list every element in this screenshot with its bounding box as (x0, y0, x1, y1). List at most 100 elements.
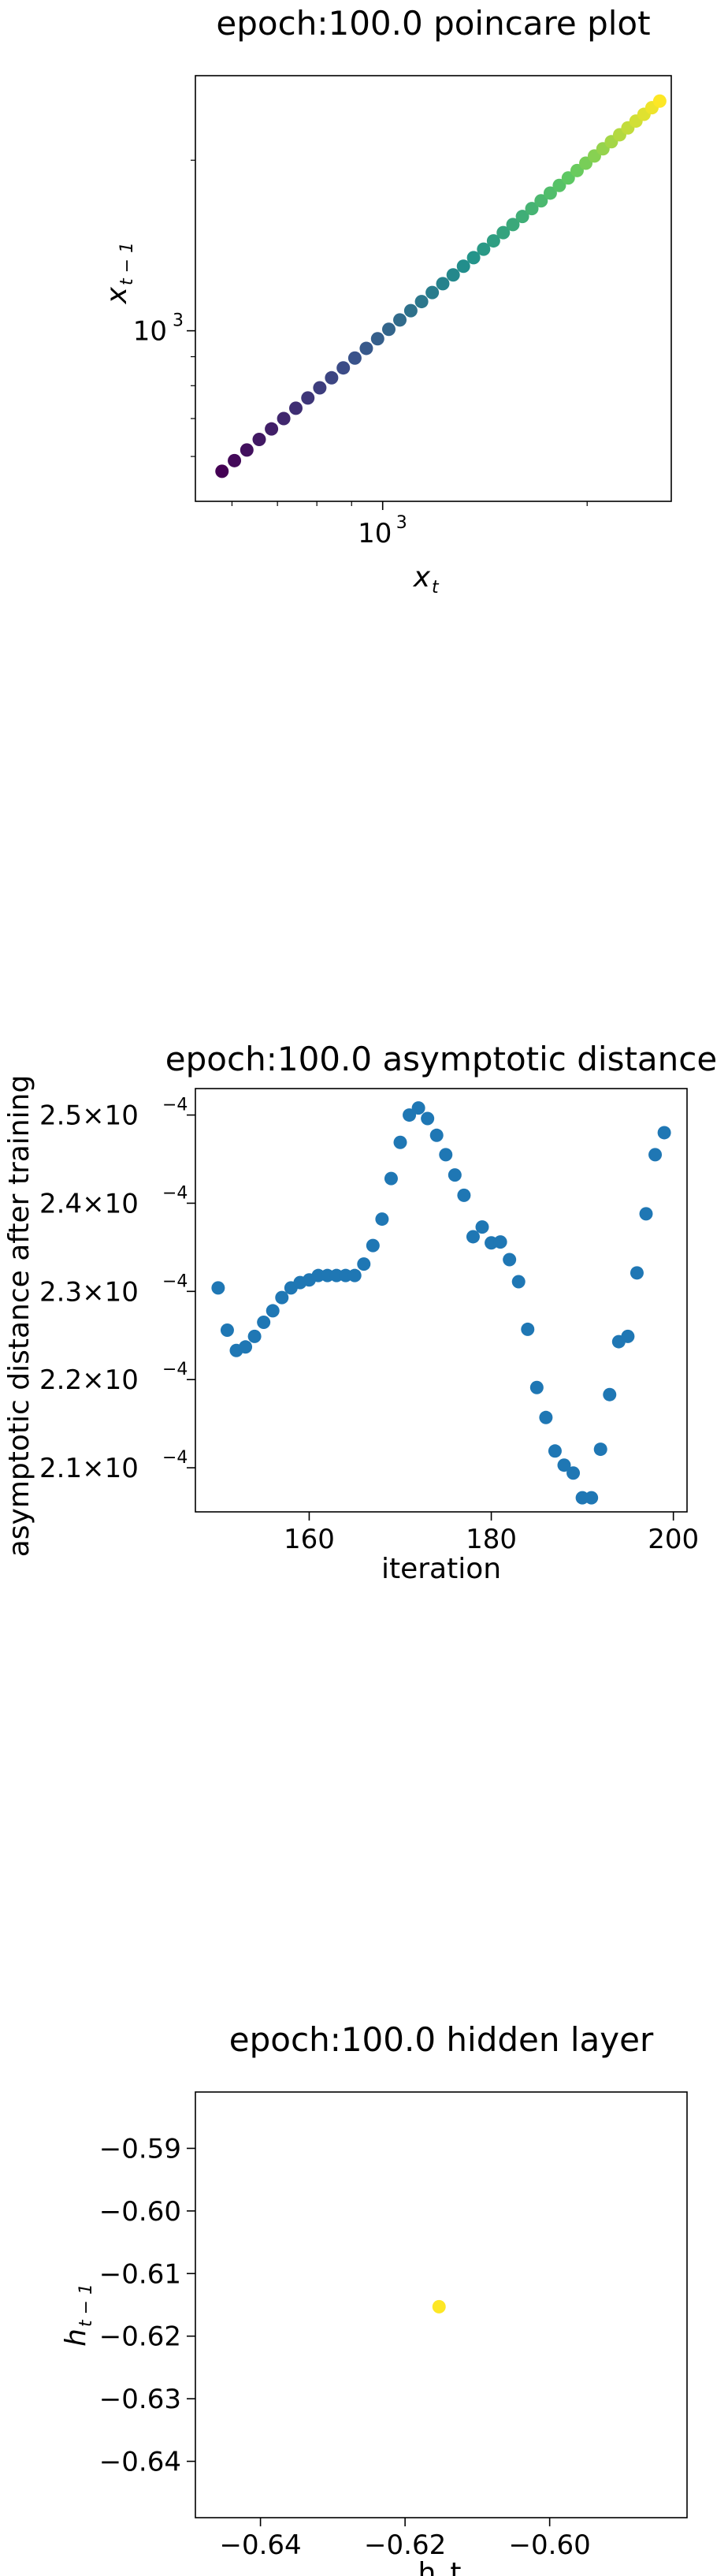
hidden-layer-figure: epoch:100.0 hidden layer −0.64 −0.62 −0.60 −… (0, 2002, 728, 2576)
data-point (429, 1128, 444, 1142)
y-tick-base: 10 (105, 1453, 139, 1484)
data-point (603, 1387, 617, 1402)
x-tick-label: −0.62 (364, 2529, 446, 2561)
y-tick-base: 10 (105, 1364, 139, 1396)
y-axis-label: ht − 1 (60, 2284, 96, 2347)
x-tick-label: 160 (284, 1524, 335, 1555)
data-point (215, 464, 229, 478)
y-tick-times: × (82, 1453, 105, 1484)
data-point (621, 1329, 635, 1343)
data-point (275, 1290, 289, 1305)
x-tick-label: 180 (466, 1524, 517, 1555)
data-point (370, 332, 384, 346)
data-point (411, 1101, 425, 1115)
data-point (266, 1304, 280, 1318)
data-point (265, 422, 279, 436)
data-point (301, 391, 315, 405)
data-point (493, 1235, 507, 1249)
data-point (475, 1220, 489, 1234)
data-point (525, 202, 539, 216)
data-point (381, 322, 396, 337)
data-point (366, 1238, 380, 1253)
data-point (503, 1253, 517, 1267)
y-tick-text: 2.5×10 (39, 1100, 139, 1132)
x-tick-label: −0.60 (509, 2529, 591, 2561)
data-point (240, 443, 254, 457)
y-axis-label-group: asymptotic distance after training (3, 1075, 35, 1558)
chart-title: epoch:100.0 asymptotic distance (165, 1040, 717, 1078)
data-point (511, 1275, 526, 1289)
y-tick-label: 2.4×10 −4 (39, 1183, 188, 1219)
data-point (639, 1207, 653, 1221)
x-tick-base: 10 (358, 518, 392, 549)
data-point (359, 341, 373, 356)
x-axis-label-base: x (413, 561, 431, 594)
data-point (486, 234, 500, 248)
data-point (457, 1188, 471, 1202)
data-point (436, 277, 450, 291)
data-point (446, 268, 460, 282)
data-point (657, 1126, 671, 1140)
data-point (539, 1410, 553, 1424)
asymptotic-distance-figure: epoch:100.0 asymptotic distance 160 180 200… (0, 1033, 728, 1616)
y-tick-label: −0.63 (99, 2384, 181, 2415)
y-axis-label-base: h (60, 2328, 92, 2347)
data-point (456, 259, 470, 274)
poincare-figure: epoch:100.0 poincare plot 10 3 10 3 x t x t − 1 (0, 0, 728, 599)
data-point (277, 411, 291, 426)
data-point (211, 1281, 225, 1295)
chart-title: epoch:100.0 poincare plot (216, 4, 650, 43)
x-tick-label: −0.64 (219, 2529, 301, 2561)
data-point (336, 361, 351, 375)
data-point (257, 1315, 271, 1329)
data-point (439, 1148, 453, 1162)
data-point (566, 1466, 581, 1480)
y-axis-label-sub: t − 1 (76, 2284, 96, 2327)
data-point (585, 1491, 599, 1505)
plot-frame (195, 1088, 688, 1513)
y-tick-base: 10 (105, 1100, 139, 1132)
data-point (252, 432, 266, 446)
y-tick-label: −0.59 (99, 2133, 181, 2165)
y-tick-mantissa: 2.2 (39, 1364, 82, 1396)
y-tick-label: 2.3×10 −4 (39, 1271, 188, 1308)
y-tick-exponent: −4 (162, 1448, 188, 1468)
data-point (347, 1268, 362, 1282)
data-point (548, 1444, 562, 1458)
y-tick-text: 2.1×10 (39, 1453, 139, 1484)
y-tick-label: −0.64 (99, 2447, 181, 2478)
data-point (228, 453, 242, 467)
y-tick-label: 10 3 (133, 311, 184, 348)
data-point (403, 1108, 417, 1122)
data-point (477, 242, 491, 256)
y-axis-label: xt − 1 (101, 242, 137, 304)
y-tick-label: −0.61 (99, 2258, 181, 2290)
x-axis-label-sub: t (432, 578, 440, 597)
y-tick-label: 2.2×10 −4 (39, 1360, 188, 1396)
x-tick-label: 10 3 (358, 513, 407, 549)
data-point (552, 178, 566, 192)
y-tick-label: 2.5×10 −4 (39, 1096, 188, 1132)
data-point (414, 295, 429, 309)
data-point (448, 1168, 462, 1182)
y-tick-label: 2.1×10 −4 (39, 1448, 188, 1484)
data-point (421, 1111, 435, 1126)
y-tick-base: 10 (105, 1276, 139, 1308)
data-point (496, 225, 511, 240)
y-tick-exponent: −4 (162, 1183, 188, 1203)
x-tick-label: 200 (648, 1524, 699, 1555)
data-point (630, 1266, 644, 1280)
data-point (393, 1135, 407, 1149)
data-point (347, 351, 362, 365)
data-point (652, 94, 667, 108)
y-tick-text: 2.3×10 (39, 1276, 139, 1308)
x-axis-label: iteration (381, 1553, 501, 1585)
data-point (220, 1323, 234, 1338)
y-tick-times: × (82, 1276, 105, 1308)
data-point (375, 1212, 389, 1227)
chart-title: epoch:100.0 hidden layer (229, 2020, 654, 2059)
data-point (239, 1340, 253, 1354)
data-point (403, 303, 418, 318)
